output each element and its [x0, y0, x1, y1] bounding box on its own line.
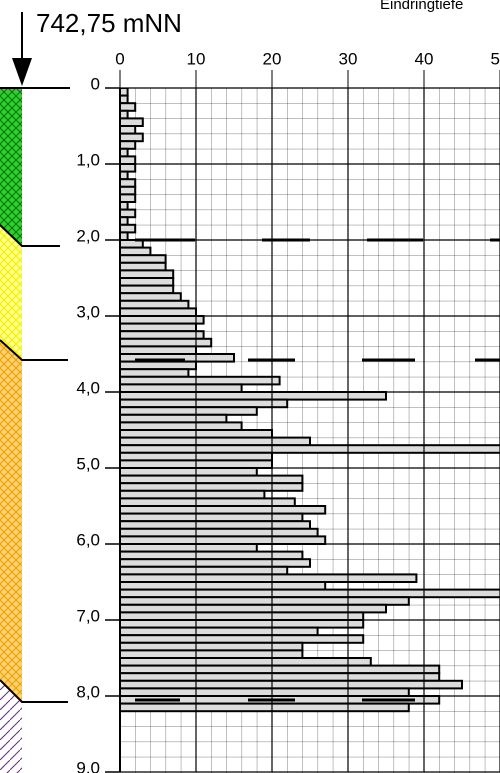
bar — [120, 664, 441, 675]
bar — [120, 505, 327, 515]
y-tick-label: 1,0 — [76, 150, 100, 169]
bar — [120, 679, 463, 690]
bar — [120, 330, 205, 340]
bar — [120, 368, 190, 378]
bar — [120, 657, 372, 667]
bar — [120, 163, 137, 173]
bar — [120, 299, 190, 310]
y-tick-label: 2,0 — [76, 226, 100, 245]
x-tick-label: 30 — [339, 49, 358, 68]
bar — [120, 474, 304, 485]
bar — [120, 201, 129, 211]
bar — [120, 398, 289, 409]
layer-boundary — [135, 238, 500, 702]
x-tick-label: 40 — [415, 49, 434, 68]
y-tick-label: 8,0 — [76, 682, 100, 701]
bar — [120, 588, 500, 599]
bar — [120, 375, 281, 386]
bar — [120, 269, 175, 279]
bar — [120, 702, 410, 713]
bar — [120, 558, 311, 568]
bar — [120, 254, 167, 264]
bar — [120, 125, 137, 135]
x-tick-label: 10 — [187, 49, 206, 68]
bar — [120, 641, 304, 652]
bar — [120, 406, 258, 416]
bar — [120, 231, 129, 241]
x-axis-label: Eindringtiefe — [380, 0, 463, 13]
bar — [120, 94, 129, 105]
y-tick-label: 9,0 — [76, 758, 100, 773]
bar — [120, 497, 296, 507]
bar — [120, 109, 129, 120]
bar — [120, 261, 167, 272]
x-tick-label: 50 — [491, 49, 500, 68]
bar — [120, 672, 441, 682]
bar — [120, 277, 175, 287]
bar — [120, 155, 137, 165]
bar — [120, 619, 365, 629]
bar — [120, 482, 304, 492]
bar — [120, 383, 243, 393]
bar — [120, 170, 129, 181]
x-tick-label: 20 — [263, 49, 282, 68]
y-tick-label: 0 — [91, 74, 100, 93]
bar — [120, 208, 137, 219]
bar — [120, 421, 243, 431]
bar — [120, 649, 304, 660]
bar — [120, 520, 311, 530]
bar — [120, 315, 205, 325]
bar — [120, 565, 289, 576]
bar — [120, 322, 197, 333]
bar — [120, 88, 129, 97]
bar — [120, 360, 197, 371]
bar — [120, 687, 410, 698]
bar — [120, 140, 137, 150]
bar — [120, 550, 304, 561]
bar — [120, 634, 365, 644]
y-tick-label: 7,0 — [76, 606, 100, 625]
bar — [120, 626, 319, 637]
bar — [120, 284, 175, 295]
bar — [120, 147, 129, 158]
bar — [120, 102, 137, 112]
y-tick-label: 6,0 — [76, 530, 100, 549]
bar — [120, 117, 144, 128]
bar — [120, 444, 500, 454]
bar — [120, 611, 365, 622]
bar — [120, 307, 197, 317]
bar — [120, 337, 213, 348]
bar — [120, 573, 418, 584]
bar — [120, 223, 137, 234]
chart-title: 742,75 mNN — [36, 8, 182, 38]
bar — [120, 391, 387, 401]
bar — [120, 527, 319, 538]
bar — [120, 193, 137, 203]
bar — [120, 436, 311, 447]
bar — [120, 603, 387, 614]
bar — [120, 581, 327, 591]
bar — [120, 292, 182, 302]
bar — [120, 178, 137, 188]
bar — [120, 185, 137, 196]
soil-column — [0, 12, 70, 773]
bar — [120, 345, 197, 355]
y-tick-label: 4,0 — [76, 378, 100, 397]
bar — [120, 132, 144, 143]
x-tick-label: 0 — [115, 49, 124, 68]
bar — [120, 535, 327, 546]
bar — [120, 413, 228, 424]
bar — [120, 467, 258, 477]
bar — [120, 246, 152, 257]
bar — [120, 596, 410, 606]
y-tick-label: 3,0 — [76, 302, 100, 321]
bar — [120, 543, 258, 553]
bar — [120, 512, 304, 523]
bar — [120, 489, 266, 500]
bar — [120, 216, 129, 226]
y-tick-label: 5,0 — [76, 454, 100, 473]
